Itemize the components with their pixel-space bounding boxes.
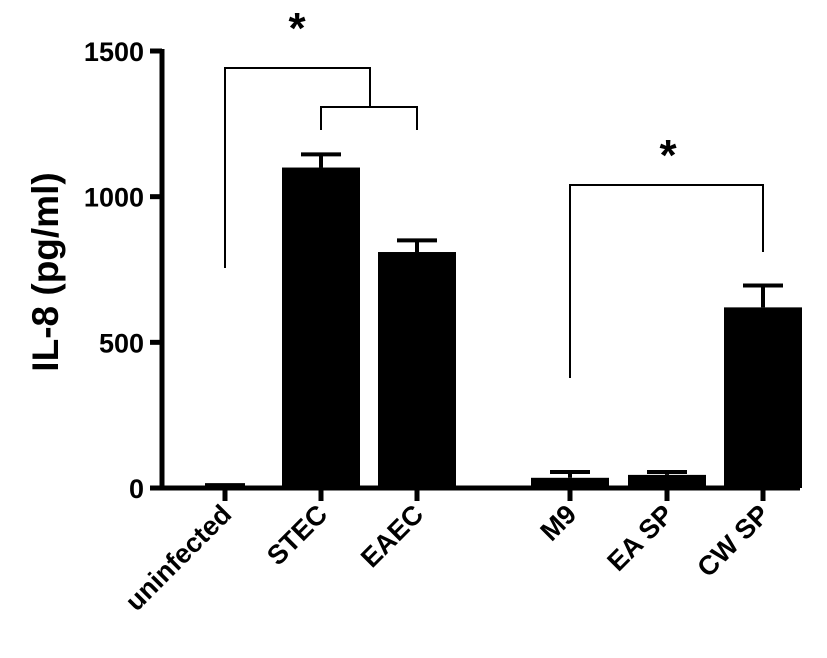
bar xyxy=(628,474,706,488)
y-tick-label: 500 xyxy=(99,328,144,358)
category-label: CW SP xyxy=(691,499,775,583)
y-tick-label: 1000 xyxy=(84,183,144,213)
bar xyxy=(531,477,609,488)
x-axis-labels: uninfected STEC EAEC M9 EA SP CW SP xyxy=(119,499,775,617)
category-label: EA SP xyxy=(601,499,679,577)
error-bars xyxy=(205,152,783,488)
category-label: M9 xyxy=(535,499,583,547)
bars xyxy=(186,167,802,489)
significance-brackets xyxy=(224,67,764,378)
significance-star-1: * xyxy=(288,4,306,53)
y-tick-label: 1500 xyxy=(84,37,144,67)
bracket-uninfected-vs-ecoli xyxy=(224,67,371,268)
bar xyxy=(282,167,360,489)
bracket-m9-vs-cwsp xyxy=(569,184,764,378)
y-tick-label: 0 xyxy=(129,474,144,504)
category-label: STEC xyxy=(261,499,333,571)
y-axis-title: IL-8 (pg/ml) xyxy=(25,172,66,371)
bar xyxy=(378,252,456,488)
bar xyxy=(724,307,802,488)
category-label: EAEC xyxy=(355,499,429,573)
significance-star-2: * xyxy=(659,131,677,180)
category-label: uninfected xyxy=(119,499,237,617)
y-axis: 0 500 1000 1500 xyxy=(84,37,800,504)
bracket-stec-eaec xyxy=(320,106,418,130)
